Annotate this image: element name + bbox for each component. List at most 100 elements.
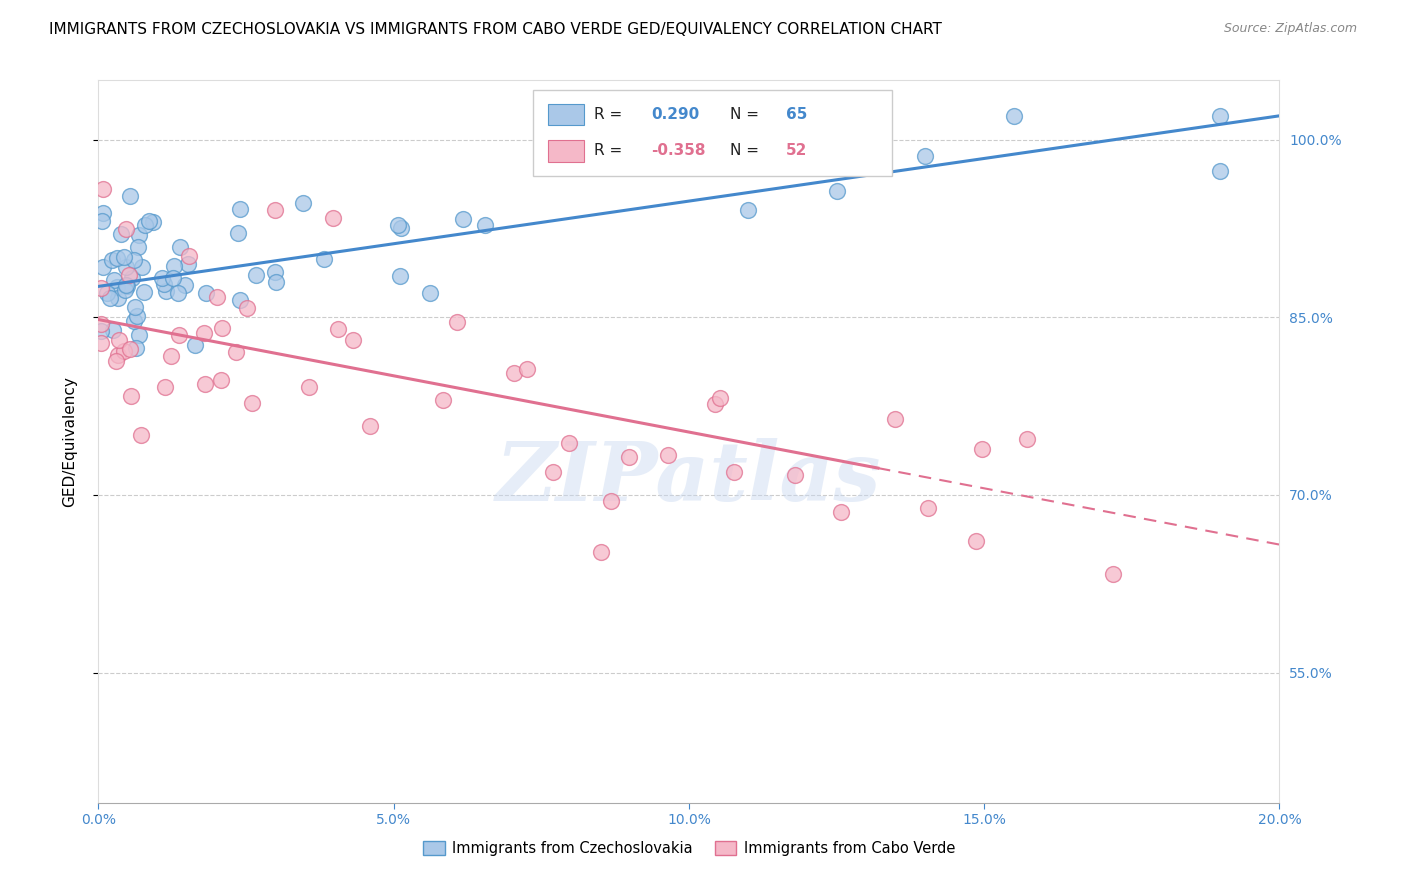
Point	[163, 259, 186, 273]
Point	[91, 260, 114, 274]
Point	[125, 309, 148, 323]
Point	[709, 391, 731, 405]
Point	[229, 202, 252, 216]
Point	[1015, 432, 1038, 446]
Point	[965, 534, 987, 549]
Point	[541, 465, 564, 479]
Point	[112, 250, 135, 264]
Point	[152, 277, 174, 292]
Point	[830, 505, 852, 519]
Point	[558, 436, 581, 450]
Point	[118, 189, 141, 203]
Point	[169, 240, 191, 254]
Text: 0.290: 0.290	[651, 107, 699, 122]
Point	[236, 301, 259, 315]
Point	[91, 182, 114, 196]
Point	[648, 133, 671, 147]
Point	[132, 285, 155, 299]
Point	[107, 252, 129, 266]
Text: ZIPatlas: ZIPatlas	[496, 438, 882, 517]
Point	[1209, 109, 1232, 123]
Point	[177, 257, 200, 271]
Point	[107, 291, 129, 305]
Y-axis label: GED/Equivalency: GED/Equivalency	[63, 376, 77, 507]
Point	[128, 327, 150, 342]
Point	[104, 353, 127, 368]
Point	[142, 215, 165, 229]
Point	[391, 221, 413, 235]
Point	[914, 148, 936, 162]
Point	[783, 467, 806, 482]
Point	[90, 281, 112, 295]
Point	[121, 270, 143, 285]
Point	[917, 501, 939, 516]
Point	[108, 333, 131, 347]
Point	[183, 337, 205, 351]
Point	[96, 286, 118, 301]
Point	[155, 284, 177, 298]
Point	[229, 293, 252, 307]
Point	[101, 252, 124, 267]
Text: N =: N =	[730, 107, 763, 122]
Point	[173, 278, 195, 293]
Point	[167, 328, 190, 343]
Point	[118, 268, 141, 282]
Point	[205, 289, 228, 303]
Point	[245, 268, 267, 282]
Point	[121, 388, 143, 402]
Point	[114, 283, 136, 297]
Point	[128, 228, 150, 243]
Point	[211, 320, 233, 334]
Point	[134, 218, 156, 232]
Point	[91, 206, 114, 220]
Point	[167, 285, 190, 300]
Point	[114, 221, 136, 235]
Point	[124, 342, 146, 356]
Point	[451, 211, 474, 226]
Point	[264, 275, 287, 289]
Point	[112, 343, 135, 358]
Text: 52: 52	[786, 144, 807, 159]
Text: -0.358: -0.358	[651, 144, 706, 159]
Point	[516, 362, 538, 376]
Point	[326, 321, 349, 335]
Point	[90, 317, 112, 331]
Point	[98, 291, 121, 305]
Point	[225, 344, 247, 359]
Point	[657, 448, 679, 462]
Point	[359, 419, 381, 434]
Point	[387, 218, 409, 232]
Legend: Immigrants from Czechoslovakia, Immigrants from Cabo Verde: Immigrants from Czechoslovakia, Immigran…	[418, 835, 960, 862]
Point	[194, 286, 217, 301]
Point	[101, 322, 124, 336]
FancyBboxPatch shape	[548, 103, 583, 125]
Point	[194, 376, 217, 391]
Point	[1002, 109, 1025, 123]
Point	[124, 300, 146, 314]
Point	[115, 279, 138, 293]
Point	[619, 450, 641, 464]
Text: IMMIGRANTS FROM CZECHOSLOVAKIA VS IMMIGRANTS FROM CABO VERDE GED/EQUIVALENCY COR: IMMIGRANTS FROM CZECHOSLOVAKIA VS IMMIGR…	[49, 22, 942, 37]
Point	[342, 333, 364, 347]
Point	[600, 494, 623, 508]
Point	[90, 336, 112, 351]
Point	[589, 545, 612, 559]
Point	[264, 264, 287, 278]
Point	[131, 260, 153, 275]
Text: Source: ZipAtlas.com: Source: ZipAtlas.com	[1223, 22, 1357, 36]
Point	[825, 184, 848, 198]
Point	[107, 348, 129, 362]
Point	[179, 249, 201, 263]
Point	[129, 428, 152, 442]
Point	[122, 253, 145, 268]
Point	[322, 211, 344, 226]
Point	[737, 202, 759, 217]
Point	[704, 397, 727, 411]
Point	[291, 195, 314, 210]
Text: 65: 65	[786, 107, 807, 122]
Point	[883, 412, 905, 426]
Point	[240, 395, 263, 409]
Point	[103, 273, 125, 287]
Point	[226, 226, 249, 240]
Point	[389, 268, 412, 283]
